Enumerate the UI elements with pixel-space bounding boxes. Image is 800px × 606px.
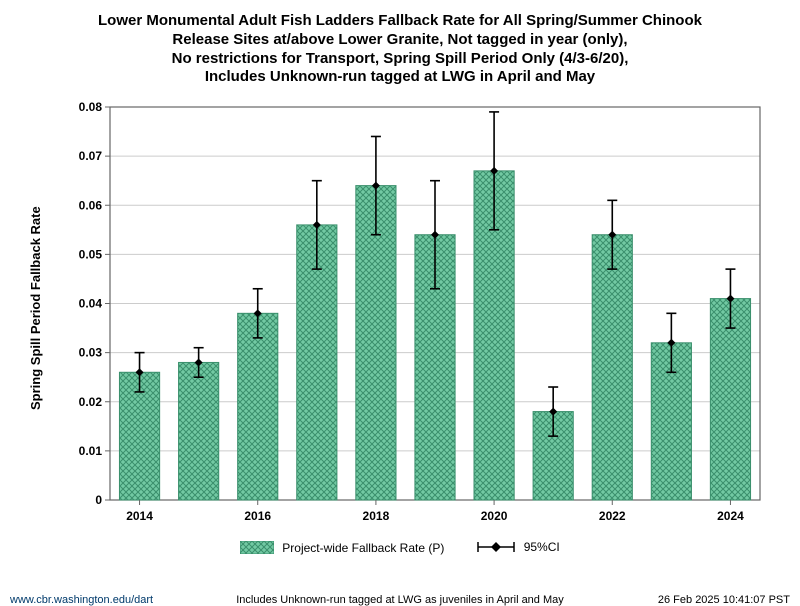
legend-item-bar: Project-wide Fallback Rate (P) xyxy=(240,541,444,555)
svg-text:2016: 2016 xyxy=(244,509,271,523)
legend-ci-swatch xyxy=(476,540,516,554)
legend: Project-wide Fallback Rate (P) 95%CI xyxy=(0,540,800,557)
chart-plot: 0 0.01 0.02 0.03 0.04 0.05 0.06 0.07 0.08 2014 201… xyxy=(0,0,800,600)
svg-text:0.02: 0.02 xyxy=(79,395,103,409)
bar xyxy=(238,313,278,500)
svg-text:0.04: 0.04 xyxy=(79,297,103,311)
svg-text:2024: 2024 xyxy=(717,509,744,523)
svg-text:0: 0 xyxy=(95,493,102,507)
svg-text:0.03: 0.03 xyxy=(79,346,103,360)
svg-text:2014: 2014 xyxy=(126,509,153,523)
bar xyxy=(179,362,219,500)
svg-text:0.08: 0.08 xyxy=(79,100,103,114)
svg-text:0.05: 0.05 xyxy=(79,247,103,261)
svg-text:0.07: 0.07 xyxy=(79,149,103,163)
footer-timestamp: 26 Feb 2025 10:41:07 PST xyxy=(658,594,790,606)
legend-bar-label: Project-wide Fallback Rate (P) xyxy=(282,541,444,555)
legend-item-ci: 95%CI xyxy=(476,540,560,554)
svg-text:0.01: 0.01 xyxy=(79,444,103,458)
bar xyxy=(592,235,632,500)
svg-text:2020: 2020 xyxy=(481,509,508,523)
svg-text:0.06: 0.06 xyxy=(79,198,103,212)
legend-ci-label: 95%CI xyxy=(524,540,560,554)
svg-text:2018: 2018 xyxy=(363,509,390,523)
svg-text:2022: 2022 xyxy=(599,509,626,523)
legend-bar-swatch xyxy=(240,541,274,554)
